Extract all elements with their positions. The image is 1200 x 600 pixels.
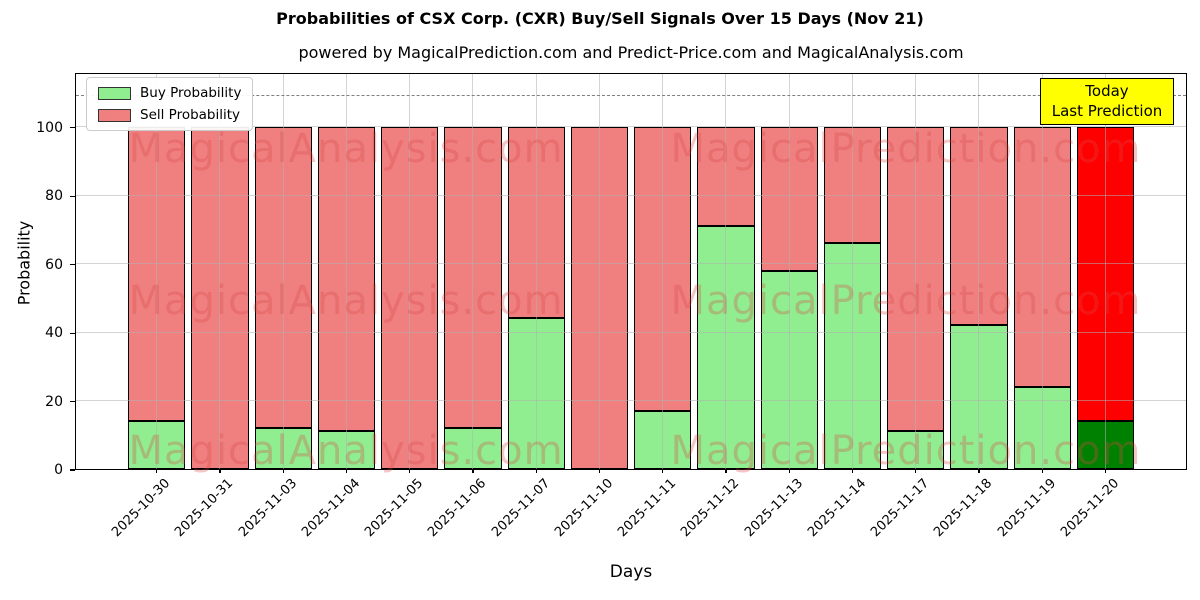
y-tick-label: 80 bbox=[45, 188, 63, 205]
x-tick-mark bbox=[978, 469, 980, 473]
bar-cell: 2025-11-18 bbox=[931, 74, 1008, 540]
bar-cell: 2025-11-03 bbox=[236, 74, 312, 540]
x-tick-mark bbox=[598, 469, 601, 473]
vertical-gridline bbox=[851, 74, 853, 469]
horizontal-gridline bbox=[76, 400, 1186, 402]
vertical-gridline bbox=[219, 74, 221, 469]
y-tick-mark bbox=[70, 400, 75, 403]
horizontal-gridline bbox=[76, 263, 1186, 265]
x-tick-label: 2025-11-12 bbox=[678, 476, 743, 541]
x-tick-label: 2025-11-06 bbox=[425, 476, 490, 541]
x-tick-mark bbox=[345, 469, 348, 473]
bar-cell: 2025-11-10 bbox=[552, 74, 628, 540]
x-tick-mark bbox=[219, 469, 221, 473]
y-axis: 0 20 40 60 80 100 bbox=[0, 73, 75, 478]
horizontal-gridline bbox=[76, 194, 1186, 196]
x-tick-mark bbox=[915, 469, 917, 473]
chart-subtitle: powered by MagicalPrediction.com and Pre… bbox=[298, 43, 964, 62]
y-tick-mark bbox=[70, 469, 75, 471]
vertical-gridline bbox=[156, 74, 158, 469]
x-tick-mark bbox=[472, 469, 474, 473]
x-tick-label: 2025-11-18 bbox=[931, 476, 996, 541]
vertical-gridline bbox=[598, 74, 600, 469]
x-tick-mark bbox=[409, 469, 411, 473]
x-tick-mark bbox=[788, 469, 790, 473]
x-tick-mark bbox=[535, 469, 537, 473]
vertical-gridline bbox=[978, 74, 980, 469]
vertical-gridline bbox=[662, 74, 664, 469]
x-tick-label: 2025-11-05 bbox=[362, 476, 427, 541]
x-tick-label: 2025-11-07 bbox=[488, 476, 553, 541]
y-tick-mark bbox=[70, 332, 75, 334]
legend-item-buy: Buy Probability bbox=[98, 85, 241, 101]
y-tick-mark bbox=[70, 127, 75, 129]
x-tick-label: 2025-11-20 bbox=[1057, 476, 1122, 541]
bar-cell: 2025-11-04 bbox=[299, 74, 375, 540]
bar-cell: 2025-11-06 bbox=[425, 74, 502, 540]
vertical-gridline bbox=[345, 74, 347, 469]
sell-color-swatch bbox=[98, 108, 131, 122]
bar-cell: 2025-11-17 bbox=[868, 74, 945, 540]
x-tick-label: 2025-11-19 bbox=[994, 476, 1059, 541]
horizontal-gridline bbox=[76, 126, 1186, 128]
y-tick-label: 100 bbox=[36, 119, 63, 136]
vertical-gridline bbox=[535, 74, 537, 469]
bar-cell: 2025-10-31 bbox=[172, 74, 249, 540]
bar-cell: 2025-11-12 bbox=[678, 74, 755, 540]
bar-cell: 2025-11-20 bbox=[1058, 74, 1134, 540]
bar-cell: 2025-10-30 bbox=[109, 74, 186, 540]
legend-label-sell: Sell Probability bbox=[140, 107, 241, 123]
x-tick-mark bbox=[1104, 469, 1107, 473]
vertical-gridline bbox=[282, 74, 284, 469]
legend-item-sell: Sell Probability bbox=[98, 107, 241, 123]
today-annotation: Today Last Prediction bbox=[1040, 78, 1174, 125]
today-annotation-line1: Today bbox=[1085, 82, 1129, 100]
vertical-gridline bbox=[472, 74, 474, 469]
x-tick-label: 2025-10-31 bbox=[172, 476, 237, 541]
x-tick-label: 2025-11-11 bbox=[615, 476, 680, 541]
vertical-gridline bbox=[1104, 74, 1106, 469]
y-tick-label: 40 bbox=[45, 325, 63, 342]
y-tick-label: 60 bbox=[45, 256, 63, 273]
vertical-gridline bbox=[915, 74, 917, 469]
y-tick-label: 0 bbox=[54, 462, 63, 478]
horizontal-gridline bbox=[76, 331, 1186, 333]
bar-cell: 2025-11-19 bbox=[995, 74, 1071, 540]
legend-label-buy: Buy Probability bbox=[140, 85, 242, 101]
x-tick-label: 2025-11-13 bbox=[741, 476, 806, 541]
bar-cell: 2025-11-13 bbox=[742, 74, 818, 540]
vertical-gridline bbox=[788, 74, 790, 469]
plot-area: 2025-10-30 2025-10-31 2025-11-03 2025-11-04… bbox=[75, 73, 1187, 540]
legend: Buy Probability Sell Probability bbox=[86, 77, 254, 131]
chart-title: Probabilities of CSX Corp. (CXR) Buy/Sel… bbox=[276, 9, 924, 28]
bar-cell: 2025-11-14 bbox=[805, 74, 881, 540]
x-tick-mark bbox=[1041, 469, 1043, 473]
x-tick-mark bbox=[851, 469, 854, 473]
threshold-dashed-line bbox=[76, 94, 1186, 96]
bar-cell: 2025-11-05 bbox=[362, 74, 439, 540]
x-axis-label: Days bbox=[609, 562, 653, 582]
bars: 2025-10-30 2025-10-31 2025-11-03 2025-11-04… bbox=[76, 74, 1186, 540]
bar-cell: 2025-11-11 bbox=[615, 74, 692, 540]
x-tick-label: 2025-11-10 bbox=[551, 476, 616, 541]
vertical-gridline bbox=[1041, 74, 1043, 469]
vertical-gridline bbox=[409, 74, 411, 469]
x-tick-label: 2025-10-30 bbox=[109, 476, 174, 541]
x-tick-mark bbox=[156, 469, 158, 473]
vertical-gridline bbox=[725, 74, 727, 469]
bar-cell: 2025-11-07 bbox=[489, 74, 565, 540]
x-tick-label: 2025-11-17 bbox=[868, 476, 933, 541]
x-tick-mark bbox=[725, 469, 727, 473]
x-tick-label: 2025-11-03 bbox=[235, 476, 300, 541]
y-tick-label: 20 bbox=[45, 393, 63, 410]
x-tick-label: 2025-11-14 bbox=[804, 476, 869, 541]
today-annotation-line2: Last Prediction bbox=[1051, 102, 1163, 121]
y-tick-mark bbox=[70, 264, 75, 266]
x-tick-label: 2025-11-04 bbox=[298, 476, 363, 541]
y-tick-mark bbox=[70, 195, 75, 197]
buy-color-swatch bbox=[98, 86, 131, 100]
x-tick-mark bbox=[662, 469, 664, 473]
x-tick-mark bbox=[282, 469, 284, 473]
